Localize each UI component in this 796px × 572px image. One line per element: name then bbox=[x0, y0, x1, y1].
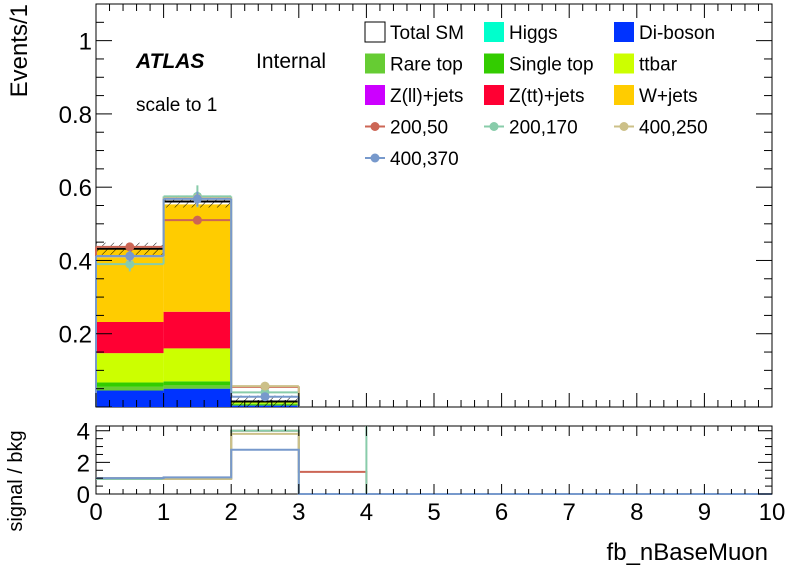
ratio-y-tick-label: 0 bbox=[77, 482, 90, 509]
legend-label: Di-boson bbox=[639, 23, 715, 44]
legend-label: 200,170 bbox=[509, 118, 578, 139]
signal-histograms bbox=[95, 185, 300, 407]
x-tick-label: 10 bbox=[759, 499, 786, 526]
y-tick-label: 0.2 bbox=[59, 322, 92, 349]
signal-400-370-point bbox=[260, 392, 270, 402]
ratio-series bbox=[96, 426, 772, 495]
bar-z-tt-jets bbox=[163, 311, 232, 349]
legend-swatch bbox=[614, 85, 634, 105]
bar-di-boson bbox=[96, 390, 164, 407]
stacked-backgrounds bbox=[96, 195, 299, 408]
bar-z-tt-jets bbox=[96, 322, 164, 354]
x-tick-label: 0 bbox=[89, 499, 102, 526]
internal-label: Internal bbox=[256, 50, 326, 73]
y-tick-label: 0.6 bbox=[59, 175, 92, 202]
x-tick-label: 3 bbox=[292, 499, 305, 526]
x-tick-label: 5 bbox=[427, 499, 440, 526]
ratio-400-370-line bbox=[96, 448, 772, 495]
legend-label: Single top bbox=[509, 55, 594, 76]
scale-note: scale to 1 bbox=[136, 95, 217, 116]
legend-label: Z(tt)+jets bbox=[509, 86, 584, 107]
x-axis: 0 1 2 3 4 5 6 7 8 9 10 bbox=[89, 4, 785, 526]
legend-label: 400,250 bbox=[639, 118, 708, 139]
y-tick-label: 0.4 bbox=[59, 248, 92, 275]
legend-swatch bbox=[364, 21, 386, 43]
legend-swatch bbox=[614, 53, 634, 74]
legend-swatch bbox=[365, 53, 385, 74]
legend-label: Total SM bbox=[390, 23, 464, 44]
legend-marker-point bbox=[370, 122, 380, 131]
y-axis-label: Events/1 bbox=[6, 4, 33, 97]
legend: Total SM Higgs Di-boson Rare top Single top t… bbox=[364, 21, 715, 170]
main-y-axis: 0.2 0.4 0.6 0.8 1 bbox=[59, 3, 772, 408]
bar-single-top bbox=[163, 381, 232, 386]
legend-label: Z(ll)+jets bbox=[390, 86, 463, 107]
signal-400-370-point bbox=[192, 194, 202, 204]
y-tick-label: 1 bbox=[79, 29, 92, 56]
ratio-y-axis-label: signal / bkg bbox=[5, 430, 27, 531]
atlas-label: ATLAS bbox=[135, 50, 204, 73]
legend-swatch bbox=[484, 53, 504, 74]
bar-di-boson bbox=[163, 388, 232, 407]
x-tick-label: 2 bbox=[225, 499, 238, 526]
ratio-y-tick-label: 4 bbox=[77, 419, 90, 446]
signal-200-170-point bbox=[125, 259, 135, 269]
x-tick-label: 8 bbox=[630, 499, 643, 526]
signal-400-370-point bbox=[125, 251, 135, 261]
legend-label: Rare top bbox=[390, 55, 463, 76]
ratio-y-tick-label: 2 bbox=[77, 450, 90, 477]
bar-rare-top bbox=[163, 385, 232, 389]
x-tick-label: 6 bbox=[495, 499, 508, 526]
bar-single-top bbox=[96, 382, 164, 387]
legend-swatch bbox=[614, 22, 634, 42]
signal-200-50-point bbox=[192, 215, 202, 225]
x-tick-label: 1 bbox=[157, 499, 170, 526]
ratio-y-axis: 0 2 4 bbox=[77, 419, 772, 509]
x-axis-label: fb_nBaseMuon bbox=[607, 539, 768, 566]
bar-ttbar bbox=[96, 353, 164, 383]
y-tick-label: 0.8 bbox=[59, 102, 92, 129]
legend-marker-point bbox=[619, 122, 629, 131]
x-tick-label: 9 bbox=[698, 499, 711, 526]
signal-200-50-point bbox=[125, 242, 135, 252]
x-tick-label: 4 bbox=[360, 499, 373, 526]
legend-swatch bbox=[484, 22, 504, 42]
legend-label: W+jets bbox=[639, 86, 698, 107]
signal-400-250-point bbox=[260, 381, 270, 391]
ratio-plot-frame bbox=[95, 425, 773, 495]
legend-marker-point bbox=[370, 153, 380, 163]
legend-label: Higgs bbox=[509, 23, 558, 44]
legend-label: ttbar bbox=[639, 55, 678, 76]
legend-label: 200,50 bbox=[390, 118, 448, 139]
legend-marker-point bbox=[489, 122, 499, 131]
legend-label: 400,370 bbox=[390, 149, 459, 170]
x-tick-label: 7 bbox=[563, 499, 576, 526]
legend-swatch bbox=[484, 85, 504, 105]
bar-rare-top bbox=[96, 386, 164, 391]
legend-swatch bbox=[365, 85, 385, 105]
bar-ttbar bbox=[163, 348, 232, 382]
